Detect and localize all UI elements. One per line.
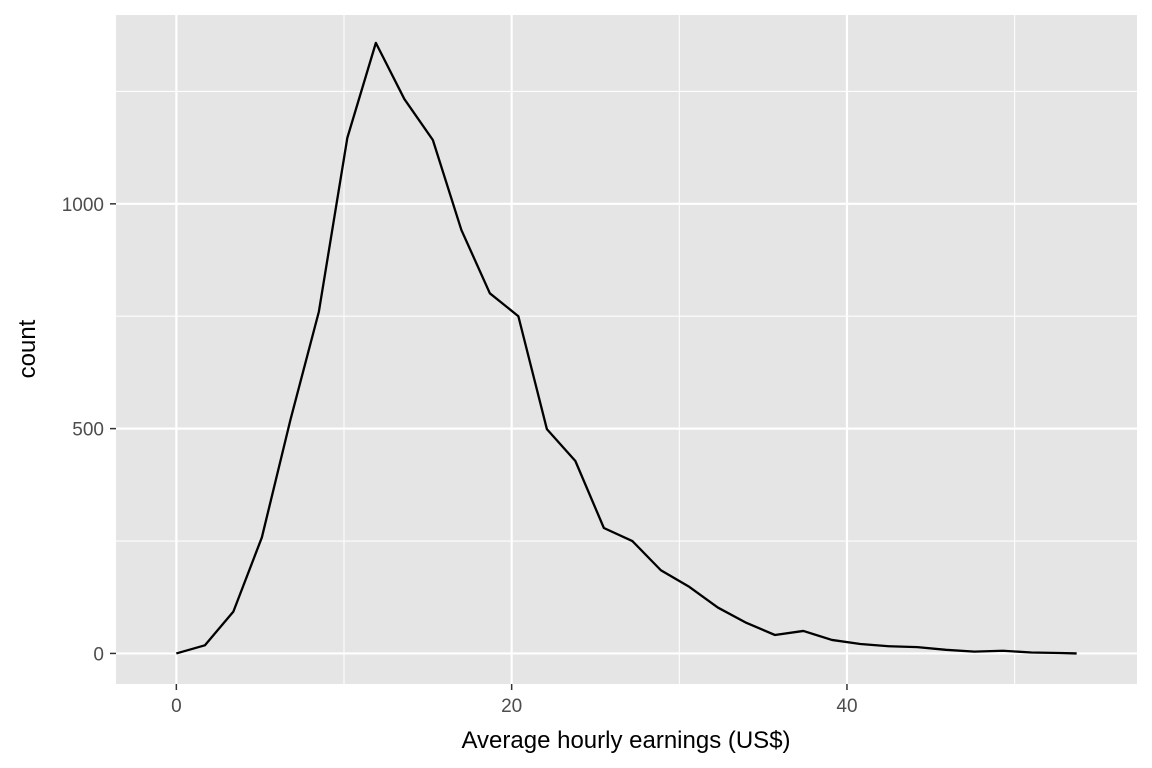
y-axis-title: count bbox=[14, 319, 41, 378]
plot-panel bbox=[116, 15, 1137, 684]
axis-ticks bbox=[110, 203, 848, 690]
series-line bbox=[176, 41, 1077, 655]
y-tick-label: 1000 bbox=[62, 195, 104, 216]
x-tick-label: 40 bbox=[836, 696, 857, 717]
minor-gridlines bbox=[116, 15, 1137, 684]
y-tick-label: 0 bbox=[93, 644, 104, 665]
x-tick-label: 0 bbox=[171, 696, 182, 717]
x-tick-label: 20 bbox=[501, 696, 522, 717]
major-gridlines bbox=[116, 15, 1137, 684]
x-axis-title: Average hourly earnings (US$) bbox=[461, 727, 790, 754]
axis-tick-labels: 0 20 40 0 500 1000 bbox=[62, 195, 858, 717]
y-tick-label: 500 bbox=[72, 420, 104, 441]
